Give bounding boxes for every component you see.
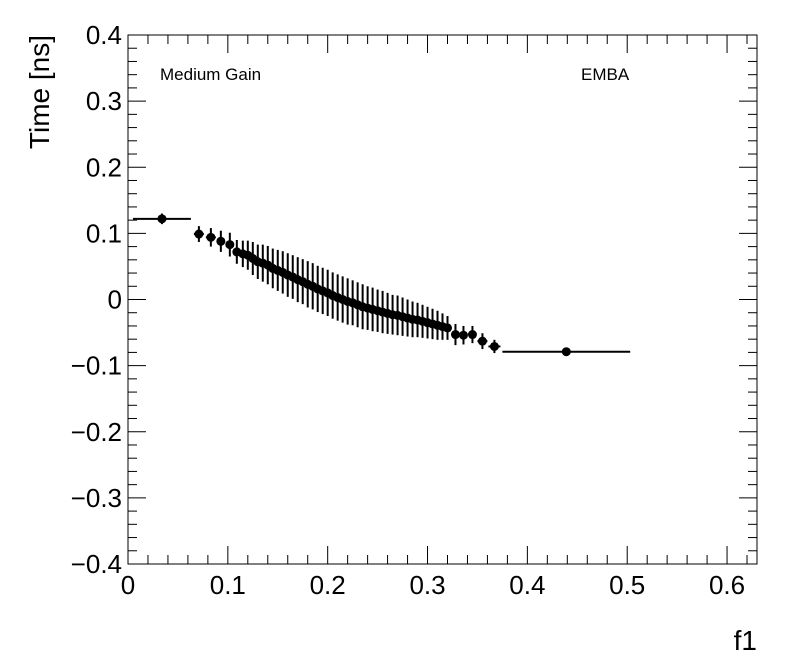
axis-ticks: [127, 34, 757, 565]
x-tick-label: 0.5: [609, 570, 645, 600]
data-point: [205, 228, 216, 247]
data-point: [467, 325, 477, 344]
x-tick-label: 0.3: [409, 570, 445, 600]
y-tick-label: −0.4: [71, 549, 122, 579]
y-tick-label: 0.1: [86, 218, 122, 248]
data-point: [442, 316, 452, 340]
data-point: [132, 213, 191, 225]
y-tick-label: 0.4: [86, 20, 122, 50]
x-tick-label: 0.4: [509, 570, 545, 600]
point-marker: [450, 330, 460, 340]
point-marker: [458, 330, 468, 340]
x-tick-label: 0.1: [210, 570, 246, 600]
point-marker: [477, 336, 487, 346]
data-point: [238, 240, 248, 268]
x-axis-title: f1: [734, 625, 757, 656]
point-marker: [467, 330, 477, 340]
point-marker: [216, 236, 226, 246]
x-tick-label: 0.6: [709, 570, 745, 600]
data-point: [488, 339, 501, 354]
y-axis-title: Time [ns]: [24, 35, 55, 149]
gain-annotation: Medium Gain: [160, 65, 261, 84]
point-marker: [489, 341, 499, 351]
data-point: [477, 333, 488, 350]
y-tick-labels: −0.4 −0.3 −0.2 −0.1 0 0.1 0.2 0.3 0.4: [71, 20, 122, 579]
data-point: [193, 226, 204, 242]
data-point: [502, 347, 631, 357]
y-tick-label: −0.1: [71, 351, 122, 381]
point-marker: [561, 347, 571, 357]
point-marker: [225, 240, 235, 250]
point-marker: [442, 323, 452, 333]
y-tick-label: 0.3: [86, 86, 122, 116]
detector-annotation: EMBA: [581, 65, 630, 84]
point-marker: [157, 214, 167, 224]
point-marker: [206, 232, 216, 242]
data-point: [458, 325, 468, 345]
x-tick-label: 0.2: [310, 570, 346, 600]
data-points: [132, 213, 631, 357]
y-tick-label: −0.3: [71, 483, 122, 513]
y-tick-label: 0: [108, 285, 122, 315]
y-tick-label: −0.2: [71, 417, 122, 447]
y-tick-label: 0.2: [86, 152, 122, 182]
data-point: [225, 232, 235, 257]
data-point: [216, 230, 226, 252]
data-point: [450, 323, 460, 346]
point-marker: [194, 229, 204, 239]
x-tick-labels: 0 0.1 0.2 0.3 0.4 0.5 0.6: [121, 570, 745, 600]
x-tick-label: 0: [121, 570, 135, 600]
